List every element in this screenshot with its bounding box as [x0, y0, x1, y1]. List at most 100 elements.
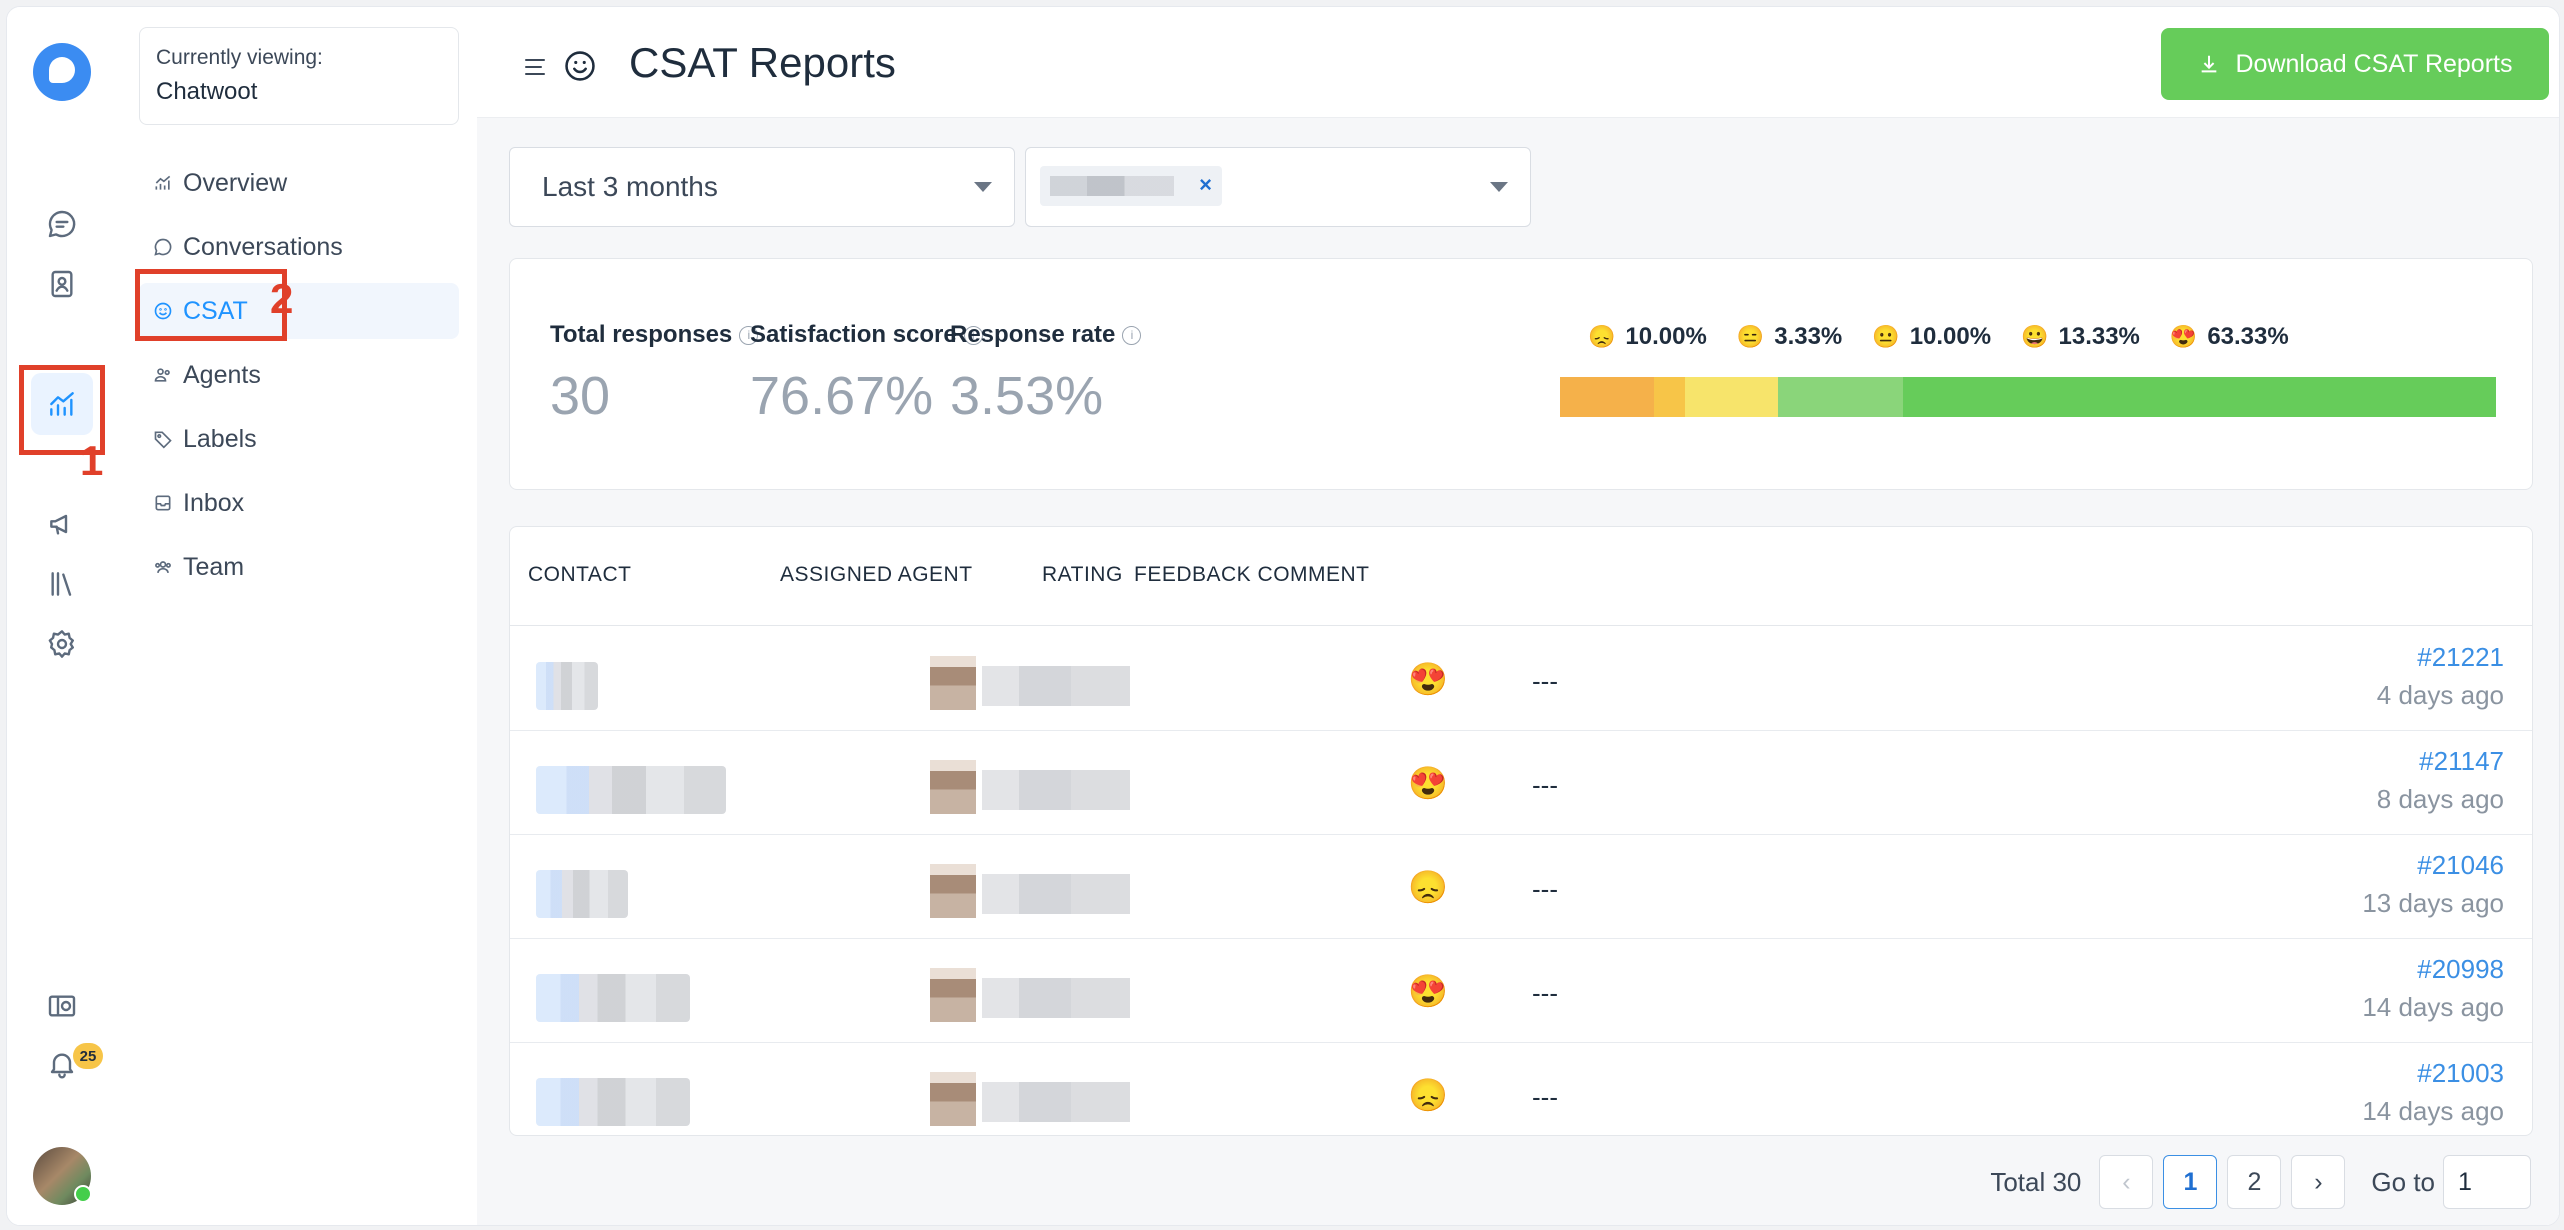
reports-rail-button[interactable] [31, 373, 93, 435]
table-row[interactable]: 😞 --- #21003 14 days ago [510, 1042, 2532, 1135]
library-rail-button[interactable] [31, 553, 93, 615]
redacted-contact[interactable] [536, 974, 690, 1022]
chatwoot-logo-icon[interactable] [33, 43, 91, 101]
conversation-link[interactable]: #20998 [2417, 954, 2504, 984]
redacted-contact[interactable] [536, 766, 726, 814]
metric-label: Satisfaction score [750, 321, 957, 348]
chat-icon [154, 238, 172, 256]
download-csat-reports-button[interactable]: Download CSAT Reports [2161, 28, 2549, 100]
conversation-link[interactable]: #21046 [2417, 850, 2504, 880]
conversation-link[interactable]: #21003 [2417, 1058, 2504, 1088]
redacted-agent [930, 760, 1130, 814]
campaigns-rail-button[interactable] [31, 493, 93, 555]
sidebar-item-agents[interactable]: Agents [139, 347, 459, 403]
megaphone-icon [50, 514, 68, 535]
redacted-contact[interactable] [536, 662, 598, 710]
redacted-agent [930, 864, 1130, 918]
next-page-button[interactable]: › [2291, 1155, 2346, 1209]
settings-rail-button[interactable] [31, 613, 93, 675]
menu-toggle-icon[interactable] [523, 56, 547, 78]
info-icon[interactable]: i [739, 325, 759, 345]
agent-avatar [930, 968, 976, 1022]
download-button-label: Download CSAT Reports [2235, 49, 2513, 78]
notifications-rail-button[interactable] [31, 1033, 93, 1095]
remove-chip-icon[interactable]: × [1199, 172, 1212, 197]
help-center-rail-button[interactable] [31, 975, 93, 1037]
rating-emoji-icon: 😞 [1588, 324, 1616, 349]
table-row[interactable]: 😍 --- #20998 14 days ago [510, 938, 2532, 1043]
reports-sidebar: Currently viewing: Chatwoot Overview Con… [119, 7, 478, 1225]
user-avatar[interactable] [33, 1147, 92, 1205]
rating-distribution-segment [1778, 377, 1904, 417]
response-time: 8 days ago [2376, 784, 2504, 814]
step-1-marker: 1 [80, 437, 104, 484]
redacted-contact[interactable] [536, 870, 628, 918]
agent-filter-select[interactable]: × [1025, 147, 1531, 227]
people-icon [154, 368, 170, 382]
date-range-select[interactable]: Last 3 months [509, 147, 1015, 227]
sidebar-item-overview[interactable]: Overview [139, 155, 459, 211]
redacted-contact[interactable] [536, 1078, 690, 1126]
sidebar-item-label: CSAT [183, 296, 248, 325]
rating-emoji-icon: 😍 [1408, 765, 1448, 801]
app-window: 25 Currently viewing: Chatwoot Overview … [6, 6, 2560, 1226]
notification-count-badge: 25 [73, 1043, 103, 1069]
go-to-page-input[interactable] [2443, 1155, 2531, 1209]
contacts-rail-button[interactable] [31, 253, 93, 315]
rating-legend-item: 😍 63.33% [2170, 323, 2289, 351]
chat-bubble-icon [48, 210, 76, 238]
conversations-rail-button[interactable] [31, 193, 93, 255]
table-row[interactable]: 😍 --- #21147 8 days ago [510, 730, 2532, 835]
bell-icon [50, 1053, 74, 1079]
metric-total-responses: Total responses i 30 [550, 321, 759, 427]
csat-responses-table: CONTACT ASSIGNED AGENT RATING FEEDBACK C… [509, 526, 2533, 1136]
redacted-agent-name [982, 770, 1130, 810]
step-2-marker: 2 [270, 275, 294, 322]
prev-page-button[interactable]: ‹ [2099, 1155, 2154, 1209]
page-button-2[interactable]: 2 [2227, 1155, 2282, 1209]
sidebar-item-csat[interactable]: CSAT [139, 283, 459, 339]
library-icon [51, 572, 72, 596]
go-to-label: Go to [2371, 1166, 2435, 1197]
rating-emoji-icon: 😑 [1736, 324, 1765, 349]
rating-legend-item: 😐 10.00% [1872, 323, 1991, 351]
column-header-rating[interactable]: RATING [1042, 563, 1123, 586]
selected-agent-chip: × [1040, 166, 1222, 206]
sidebar-item-conversations[interactable]: Conversations [139, 219, 459, 275]
page-title: CSAT Reports [629, 39, 896, 86]
currently-viewing-label: Currently viewing: [156, 46, 323, 69]
rating-percent: 63.33% [2207, 323, 2289, 350]
sidebar-item-label: Overview [183, 168, 288, 197]
rating-percent: 3.33% [1774, 323, 1843, 350]
metric-value: 3.53% [950, 366, 1104, 426]
gear-icon [48, 630, 74, 658]
reports-chart-icon [50, 392, 74, 416]
conversation-link[interactable]: #21221 [2417, 642, 2504, 672]
response-time: 4 days ago [2376, 680, 2504, 710]
redacted-agent-name [982, 666, 1130, 706]
account-switcher[interactable]: Currently viewing: Chatwoot [139, 27, 459, 125]
page-button-1[interactable]: 1 [2163, 1155, 2218, 1209]
feedback-comment: --- [1532, 874, 1558, 904]
metric-label: Response rate [950, 321, 1116, 348]
rating-emoji-icon: 😀 [2021, 324, 2049, 349]
table-row[interactable]: 😞 --- #21046 13 days ago [510, 834, 2532, 939]
download-icon [2201, 55, 2216, 73]
info-icon[interactable]: i [1122, 325, 1142, 345]
column-header-contact[interactable]: CONTACT [528, 563, 632, 586]
redacted-agent-name [982, 978, 1130, 1018]
response-time: 14 days ago [2362, 1096, 2504, 1126]
agent-avatar [930, 1072, 976, 1126]
column-header-feedback-comment[interactable]: FEEDBACK COMMENT [1134, 563, 1370, 586]
feedback-comment: --- [1532, 770, 1558, 800]
column-header-assigned-agent[interactable]: ASSIGNED AGENT [780, 563, 973, 586]
info-icon[interactable]: i [963, 325, 983, 345]
step-1-highlight-box [19, 365, 105, 455]
sidebar-item-team[interactable]: Team [139, 539, 459, 595]
sidebar-item-inbox[interactable]: Inbox [139, 475, 459, 531]
sidebar-item-labels[interactable]: Labels [139, 411, 459, 467]
table-row[interactable]: 😍 --- #21221 4 days ago [510, 626, 2532, 731]
conversation-link[interactable]: #21147 [2419, 746, 2504, 776]
inbox-icon [155, 495, 171, 511]
table-header: CONTACT ASSIGNED AGENT RATING FEEDBACK C… [510, 527, 2532, 626]
